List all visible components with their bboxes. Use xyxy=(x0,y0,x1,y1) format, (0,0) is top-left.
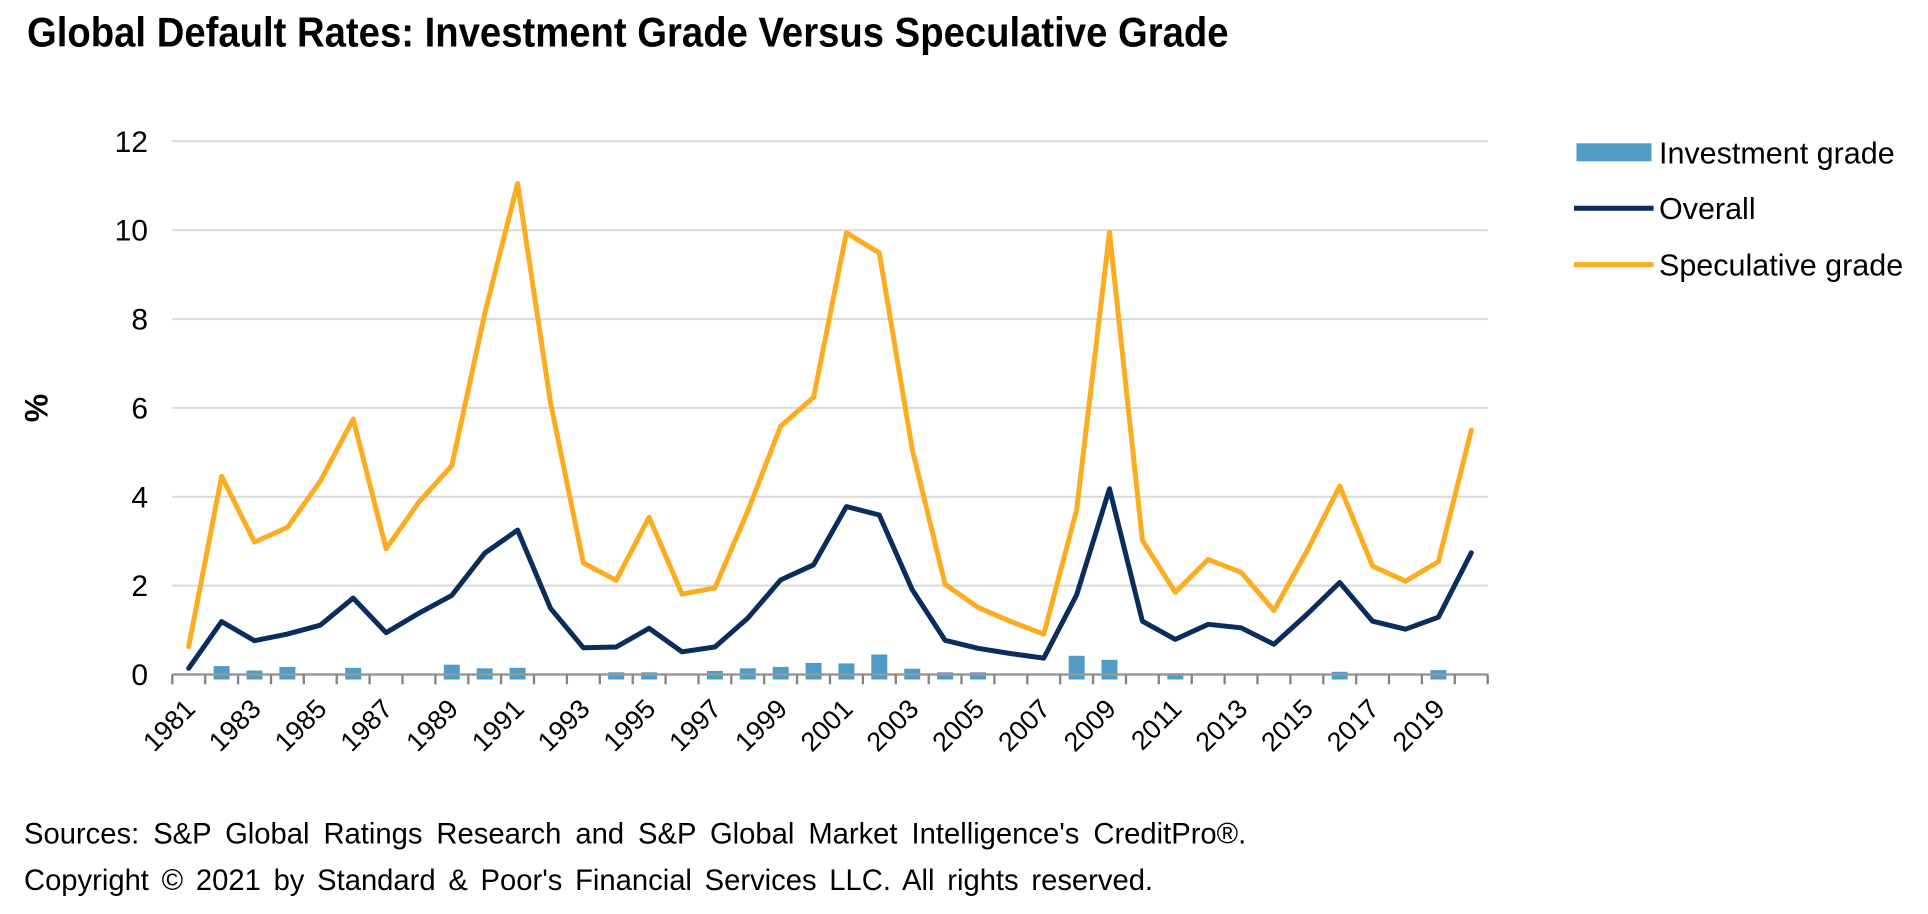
svg-text:Overall: Overall xyxy=(1659,192,1756,226)
svg-text:0: 0 xyxy=(131,659,148,692)
svg-text:Sources: S&P Global Ratings Re: Sources: S&P Global Ratings Research and… xyxy=(24,818,1246,850)
svg-text:8: 8 xyxy=(131,304,148,337)
svg-text:Global Default Rates: Investme: Global Default Rates: Investment Grade V… xyxy=(27,9,1229,56)
svg-text:12: 12 xyxy=(115,126,148,159)
svg-text:Investment grade: Investment grade xyxy=(1659,137,1895,171)
svg-text:6: 6 xyxy=(131,392,148,425)
svg-text:Copyright © 2021 by Standard &: Copyright © 2021 by Standard & Poor's Fi… xyxy=(24,865,1153,897)
svg-text:2: 2 xyxy=(131,570,148,603)
svg-text:10: 10 xyxy=(115,215,148,248)
svg-text:4: 4 xyxy=(131,481,148,514)
svg-text:Speculative grade: Speculative grade xyxy=(1659,248,1903,282)
svg-text:%: % xyxy=(19,394,55,422)
